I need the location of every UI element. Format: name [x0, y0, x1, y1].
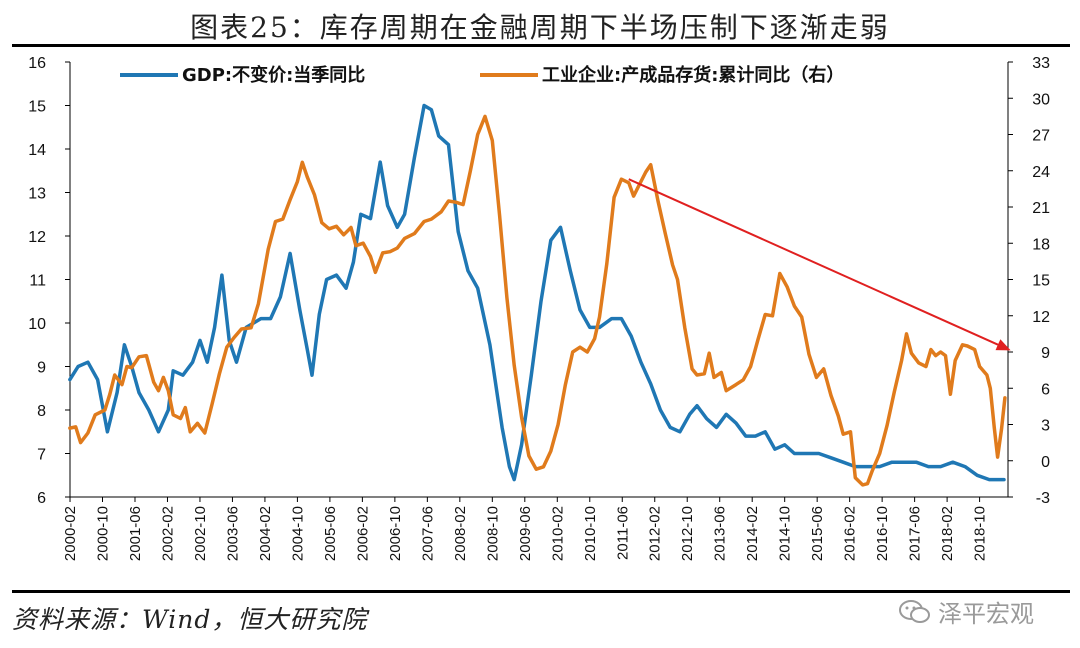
source-rule [12, 590, 1070, 593]
left-tick-label: 12 [28, 229, 46, 246]
x-tick-label: 2018-10 [972, 506, 989, 561]
x-tick-label: 2002-02 [159, 506, 176, 561]
x-tick-label: 2009-06 [517, 506, 534, 561]
trend-arrow [628, 178, 1011, 351]
x-tick-label: 2005-06 [322, 506, 339, 561]
x-tick-label: 2008-02 [452, 506, 469, 561]
right-tick-label: 21 [1032, 200, 1050, 217]
x-tick-label: 2008-10 [484, 506, 501, 561]
legend: GDP:不变价:当季同比 工业企业:产成品存货:累计同比（右） [120, 64, 844, 86]
x-tick-label: 2015-06 [809, 506, 826, 561]
x-tick-label: 2003-06 [224, 506, 241, 561]
x-tick-label: 2000-02 [62, 506, 79, 561]
x-tick-label: 2010-02 [549, 506, 566, 561]
x-tick-label: 2011-06 [614, 506, 631, 560]
left-tick-label: 14 [28, 142, 46, 159]
x-tick-label: 2012-02 [647, 506, 664, 561]
right-tick-label: 33 [1032, 55, 1050, 72]
watermark-text: 泽平宏观 [938, 600, 1034, 628]
x-tick-label: 2000-10 [95, 506, 112, 561]
x-tick-label: 2004-10 [289, 506, 306, 561]
x-tick-label: 2007-06 [419, 506, 436, 561]
legend-label-inventory: 工业企业:产成品存货:累计同比（右） [542, 64, 844, 86]
x-tick-label: 2001-06 [127, 506, 144, 561]
x-tick-label: 2016-10 [874, 506, 891, 561]
left-tick-label: 9 [37, 360, 46, 377]
left-tick-label: 8 [37, 403, 46, 420]
title-rule [12, 44, 1070, 47]
right-tick-label: 9 [1041, 345, 1050, 362]
x-tick-label: 2017-06 [907, 506, 924, 561]
x-tick-label: 2018-02 [939, 506, 956, 561]
right-tick-label: 0 [1041, 454, 1050, 471]
left-tick-label: 10 [28, 316, 46, 333]
series-line-inventory [68, 114, 1007, 487]
x-tick-label: 2006-02 [354, 506, 371, 561]
page-title: 图表25：库存周期在金融周期下半场压制下逐渐走弱 [190, 11, 890, 44]
x-tick-label: 2013-06 [712, 506, 729, 561]
axes: 6 7 8 9 10 11 12 13 14 15 16 -3 0 3 6 9 12 15 18 21 24 27 30 33… [28, 55, 1050, 561]
left-tick-label: 7 [37, 447, 46, 464]
right-tick-label: 24 [1032, 164, 1050, 181]
right-tick-label: 3 [1041, 418, 1050, 435]
left-tick-label: 13 [28, 186, 46, 203]
x-tick-label: 2014-10 [777, 506, 794, 561]
x-tick-label: 2012-10 [679, 506, 696, 561]
right-tick-label: -3 [1036, 490, 1050, 507]
x-tick-label: 2004-02 [257, 506, 274, 561]
right-tick-label: 15 [1032, 273, 1050, 290]
right-tick-label: 12 [1032, 309, 1050, 326]
watermark: 泽平宏观 [898, 594, 1034, 629]
right-tick-label: 18 [1032, 236, 1050, 253]
annotation-layer [628, 178, 1011, 351]
wechat-icon [899, 599, 930, 623]
left-tick-label: 16 [28, 55, 46, 72]
x-tick-label: 2006-10 [387, 506, 404, 561]
left-tick-label: 11 [29, 273, 46, 290]
right-tick-label: 27 [1032, 128, 1050, 145]
x-tick-label: 2016-02 [842, 506, 859, 561]
left-tick-label: 6 [37, 490, 46, 507]
right-tick-label: 6 [1041, 381, 1050, 398]
right-tick-label: 30 [1032, 91, 1050, 108]
x-tick-label: 2002-10 [192, 506, 209, 561]
left-tick-label: 15 [28, 99, 46, 116]
x-tick-label: 2010-10 [582, 506, 599, 561]
x-tick-label: 2014-02 [744, 506, 761, 561]
source-note: 资料来源：Wind，恒大研究院 [12, 605, 368, 634]
legend-label-gdp: GDP:不变价:当季同比 [182, 64, 365, 86]
series-layer [68, 103, 1007, 487]
series-line-gdp [68, 103, 1006, 482]
